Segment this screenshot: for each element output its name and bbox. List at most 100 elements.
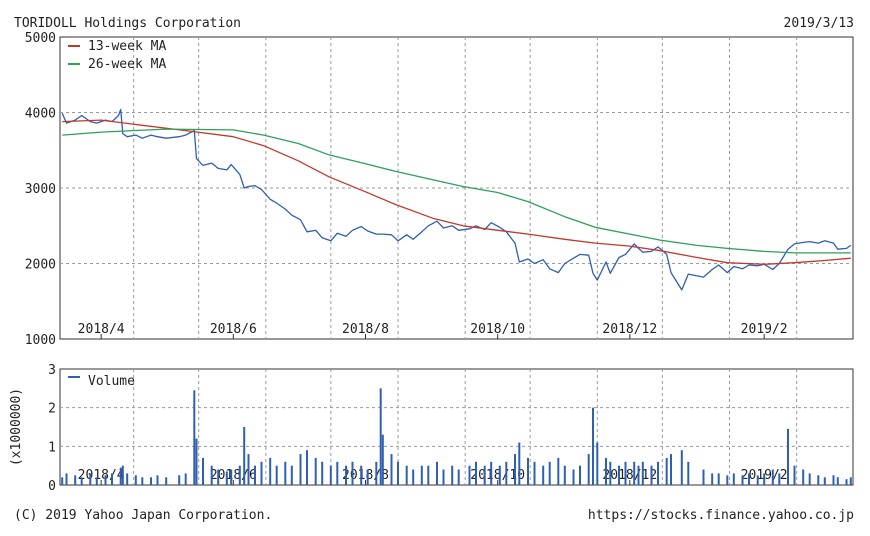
volume-bar [514,454,516,485]
copyright-text: (C) 2019 Yahoo Japan Corporation. [14,508,272,523]
volume-bar [61,477,64,485]
volume-bar [375,461,378,485]
chart-date: 2019/3/13 [784,16,854,31]
volume-bar [238,465,241,485]
volume-x-tick-label: 2018/10 [470,468,525,483]
volume-bar [650,465,653,485]
price-x-tick-label: 2018/10 [470,322,525,337]
volume-bar [717,473,720,485]
volume-bar [592,407,594,485]
volume-bar [657,461,659,485]
volume-y-axis-label: (x1000000) [9,388,24,466]
volume-bar [475,461,477,485]
volume-frame [59,368,854,486]
volume-bar [732,473,735,485]
volume-bar [321,461,324,485]
volume-bar [336,461,339,485]
volume-bar [80,477,83,485]
legend-label: 13-week MA [88,39,166,54]
volume-bar [210,465,213,485]
volume-bar [817,475,820,485]
volume-bar [193,390,196,485]
volume-bar [95,477,98,485]
volume-bar [420,465,423,485]
volume-bar [579,465,581,485]
volume-bar [533,461,536,485]
volume-bar [563,465,566,485]
volume-bar [290,465,293,485]
volume-bar [741,475,744,485]
volume-bar [195,438,198,485]
volume-bar [121,465,124,485]
volume-x-tick-label: 2018/6 [210,468,257,483]
volume-bar [490,461,493,485]
volume-bar [442,469,445,485]
price-x-tick-label: 2018/6 [210,322,257,337]
price-x-tick-label: 2018/8 [342,322,389,337]
volume-bar [849,477,852,485]
volume-bar [618,465,620,485]
volume-bar [802,469,805,485]
source-url[interactable]: https://stocks.finance.yahoo.co.jp [588,508,854,523]
price-y-tick-label: 3000 [25,182,56,197]
volume-bar [230,469,233,485]
volume-bar [457,469,460,485]
volume-bar [609,461,612,485]
price-line [61,108,852,291]
volume-bar [405,465,408,485]
volume-bar [412,469,415,485]
price-y-tick-label: 2000 [25,258,56,273]
volume-bar [542,465,545,485]
volume-bar [771,469,774,485]
volume-bar [680,450,683,485]
volume-bar [787,428,789,485]
volume-bar [793,465,796,485]
volume-bar [605,457,607,485]
volume-bar [726,475,729,485]
price-y-tick-label: 1000 [25,333,56,348]
volume-bar [670,454,672,485]
volume-bar [260,461,263,485]
price-panel: 1000 2000 3000 4000 5000 2018/4 2018/6 2018/8 20… [25,31,854,348]
volume-bar [763,473,766,485]
volume-bar [360,465,363,485]
legend-label: Volume [88,374,135,389]
volume-bar [119,467,122,485]
volume-bar [427,465,430,485]
volume-x-tick-label: 2018/4 [78,468,125,483]
volume-bar [202,457,204,485]
volume-bar [329,465,332,485]
company-name: TORIDOLL Holdings Corporation [14,16,241,31]
volume-bar [557,457,560,485]
volume-bar [345,465,347,485]
price-x-tick-label: 2018/4 [78,322,125,337]
volume-bar [498,465,501,485]
volume-bar [141,477,144,485]
volume-bar [633,461,636,485]
volume-bar [65,473,68,485]
volume-bar [702,469,705,485]
volume-bar [748,473,750,485]
volume-bar [165,477,168,485]
volume-bar [505,461,508,485]
volume-bar [104,475,107,485]
volume-bar [254,465,256,485]
volume-bar [845,479,848,485]
price-y-tick-label: 4000 [25,107,56,122]
volume-bar [217,469,220,485]
volume-bar [156,475,159,485]
volume-bar [366,469,369,485]
volume-y-tick-label: 2 [48,402,56,417]
volume-bar [275,465,278,485]
volume-bar [111,473,113,485]
13-week-ma-line [62,119,851,265]
volume-bar [778,473,781,485]
volume-bar [808,473,811,485]
volume-bar [548,461,551,485]
volume-bar [390,454,393,485]
price-x-tick-label: 2018/12 [602,322,657,337]
volume-bar [451,465,454,485]
volume-bar [306,450,308,485]
